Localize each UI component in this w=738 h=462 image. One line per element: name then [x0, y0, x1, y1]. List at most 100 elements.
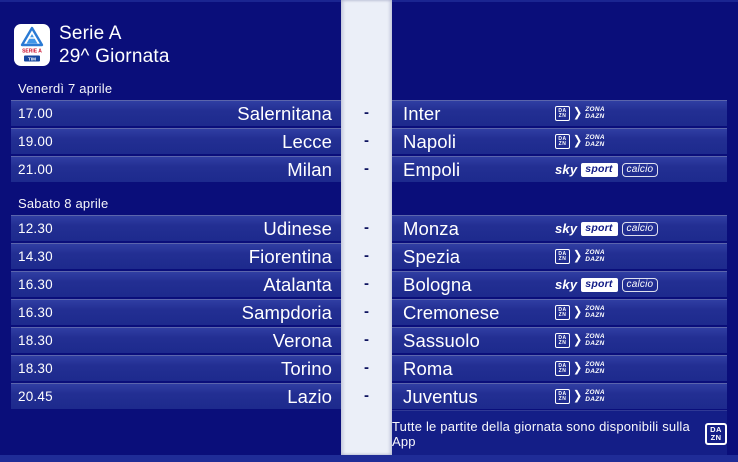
sky-sport-calcio-badge-icon: sky sport calcio	[555, 277, 659, 292]
broadcaster-slot: DA ZN ❯ ZONA DAZN	[555, 361, 727, 376]
dazn-box-bottom: ZN	[558, 367, 567, 374]
match-time: 16.30	[18, 305, 53, 320]
dazn-box-top: DA	[558, 250, 567, 257]
dazn-box-top: DA	[558, 107, 567, 114]
broadcaster-slot: DA ZN ❯ ZONA DAZN	[555, 106, 727, 121]
zona-dazn-badge-icon: DA ZN ❯ ZONA DAZN	[555, 249, 605, 264]
broadcaster-slot: DA ZN ❯ ZONA DAZN	[555, 249, 727, 264]
match-right-cell: Napoli DA ZN ❯ ZONA DAZN	[392, 128, 727, 154]
match-separator-cell: -	[341, 299, 392, 325]
match-time: 14.30	[18, 249, 53, 264]
dazn-box-top: DA	[558, 306, 567, 313]
section-rows: 17.00 Salernitana - Inter DA ZN ❯ ZONA D…	[0, 100, 738, 182]
match-time: 21.00	[18, 162, 53, 177]
dazn-box-bottom: ZN	[558, 255, 567, 262]
zona-dazn-label: ZONA DAZN	[585, 333, 605, 347]
header: SERIE A TIM Serie A 29^ Giornata	[14, 22, 170, 68]
match-row: 16.30 Atalanta - Bologna sky sport calci…	[0, 271, 738, 297]
chevron-right-icon: ❯	[573, 249, 583, 263]
date-row: Venerdì 7 aprile	[0, 76, 738, 100]
match-right-cell: Cremonese DA ZN ❯ ZONA DAZN	[392, 299, 727, 325]
match-time: 12.30	[18, 221, 53, 236]
match-separator-cell: -	[341, 271, 392, 297]
center-divider-strip	[341, 0, 392, 455]
dazn-word: DAZN	[585, 112, 605, 120]
dazn-box-bottom: ZN	[558, 339, 567, 346]
zona-word: ZONA	[585, 333, 605, 340]
dazn-word: DAZN	[585, 395, 605, 403]
zona-dazn-badge-icon: DA ZN ❯ ZONA DAZN	[555, 134, 605, 149]
dazn-box-icon: DA ZN	[555, 305, 570, 320]
title-line-2: 29^ Giornata	[59, 46, 170, 67]
away-team: Monza	[403, 217, 460, 239]
match-row: 16.30 Sampdoria - Cremonese DA ZN ❯ ZONA…	[0, 299, 738, 325]
away-team: Empoli	[403, 158, 461, 180]
sport-word: sport	[581, 162, 618, 177]
separator-dash: -	[364, 386, 369, 404]
away-team: Roma	[403, 357, 453, 379]
dazn-word: DAZN	[585, 339, 605, 347]
chevron-right-icon: ❯	[573, 389, 583, 403]
match-left-cell: 16.30 Atalanta	[11, 271, 341, 297]
match-time: 18.30	[18, 333, 53, 348]
zona-word: ZONA	[585, 249, 605, 256]
match-separator-cell: -	[341, 215, 392, 241]
dazn-box-icon: DA ZN	[555, 361, 570, 376]
zona-dazn-badge-icon: DA ZN ❯ ZONA DAZN	[555, 389, 605, 404]
separator-dash: -	[364, 274, 369, 292]
match-left-cell: 21.00 Milan	[11, 156, 341, 182]
zona-dazn-label: ZONA DAZN	[585, 249, 605, 263]
broadcaster-slot: sky sport calcio	[555, 277, 727, 292]
match-left-cell: 14.30 Fiorentina	[11, 243, 341, 269]
zona-dazn-badge-icon: DA ZN ❯ ZONA DAZN	[555, 333, 605, 348]
calcio-word: calcio	[621, 221, 659, 236]
dazn-logo-icon: DA ZN	[705, 422, 727, 445]
logo-serie-a-text: SERIE A	[22, 49, 42, 55]
separator-dash: -	[364, 330, 369, 348]
zona-word: ZONA	[585, 361, 605, 368]
separator-dash: -	[364, 218, 369, 236]
match-row: 21.00 Milan - Empoli sky sport calcio	[0, 156, 738, 182]
match-row: 20.45 Lazio - Juventus DA ZN ❯ ZONA DAZN	[0, 383, 738, 409]
sky-sport-calcio-badge-icon: sky sport calcio	[555, 162, 659, 177]
away-team: Spezia	[403, 245, 461, 267]
dazn-word: DAZN	[585, 140, 605, 148]
home-team: Salernitana	[237, 102, 332, 124]
match-row: 17.00 Salernitana - Inter DA ZN ❯ ZONA D…	[0, 100, 738, 126]
dazn-box-bottom: ZN	[558, 395, 567, 402]
match-row: 14.30 Fiorentina - Spezia DA ZN ❯ ZONA D…	[0, 243, 738, 269]
dazn-box-icon: DA ZN	[555, 249, 570, 264]
section-rows: 12.30 Udinese - Monza sky sport calcio 1…	[0, 215, 738, 409]
footer-bar: Tutte le partite della giornata sono dis…	[392, 410, 727, 456]
zona-dazn-label: ZONA DAZN	[585, 361, 605, 375]
match-separator-cell: -	[341, 128, 392, 154]
date-label: Venerdì 7 aprile	[18, 81, 113, 96]
home-team: Torino	[281, 357, 332, 379]
away-team: Inter	[403, 102, 441, 124]
away-team: Napoli	[403, 130, 457, 152]
chevron-right-icon: ❯	[573, 134, 583, 148]
date-label: Sabato 8 aprile	[18, 196, 109, 211]
chevron-right-icon: ❯	[573, 106, 583, 120]
serie-a-tim-logo-icon: SERIE A TIM	[14, 24, 50, 66]
match-time: 16.30	[18, 277, 53, 292]
dazn-box-bottom: ZN	[558, 112, 567, 119]
match-separator-cell: -	[341, 327, 392, 353]
match-row: 18.30 Torino - Roma DA ZN ❯ ZONA DAZN	[0, 355, 738, 381]
match-separator-cell: -	[341, 243, 392, 269]
separator-dash: -	[364, 246, 369, 264]
separator-dash: -	[364, 159, 369, 177]
away-team: Cremonese	[403, 301, 500, 323]
zona-dazn-label: ZONA DAZN	[585, 106, 605, 120]
dazn-box-bottom: ZN	[558, 140, 567, 147]
sky-word: sky	[555, 162, 578, 177]
home-team: Sampdoria	[241, 301, 332, 323]
chevron-right-icon: ❯	[573, 361, 583, 375]
match-left-cell: 16.30 Sampdoria	[11, 299, 341, 325]
zona-dazn-badge-icon: DA ZN ❯ ZONA DAZN	[555, 305, 605, 320]
match-right-cell: Juventus DA ZN ❯ ZONA DAZN	[392, 383, 727, 409]
match-separator-cell: -	[341, 383, 392, 409]
match-time: 19.00	[18, 134, 53, 149]
home-team: Lazio	[287, 385, 332, 407]
